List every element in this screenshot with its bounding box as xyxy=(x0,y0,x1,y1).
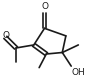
Text: O: O xyxy=(3,31,10,40)
Text: O: O xyxy=(41,2,48,11)
Text: OH: OH xyxy=(71,68,85,77)
